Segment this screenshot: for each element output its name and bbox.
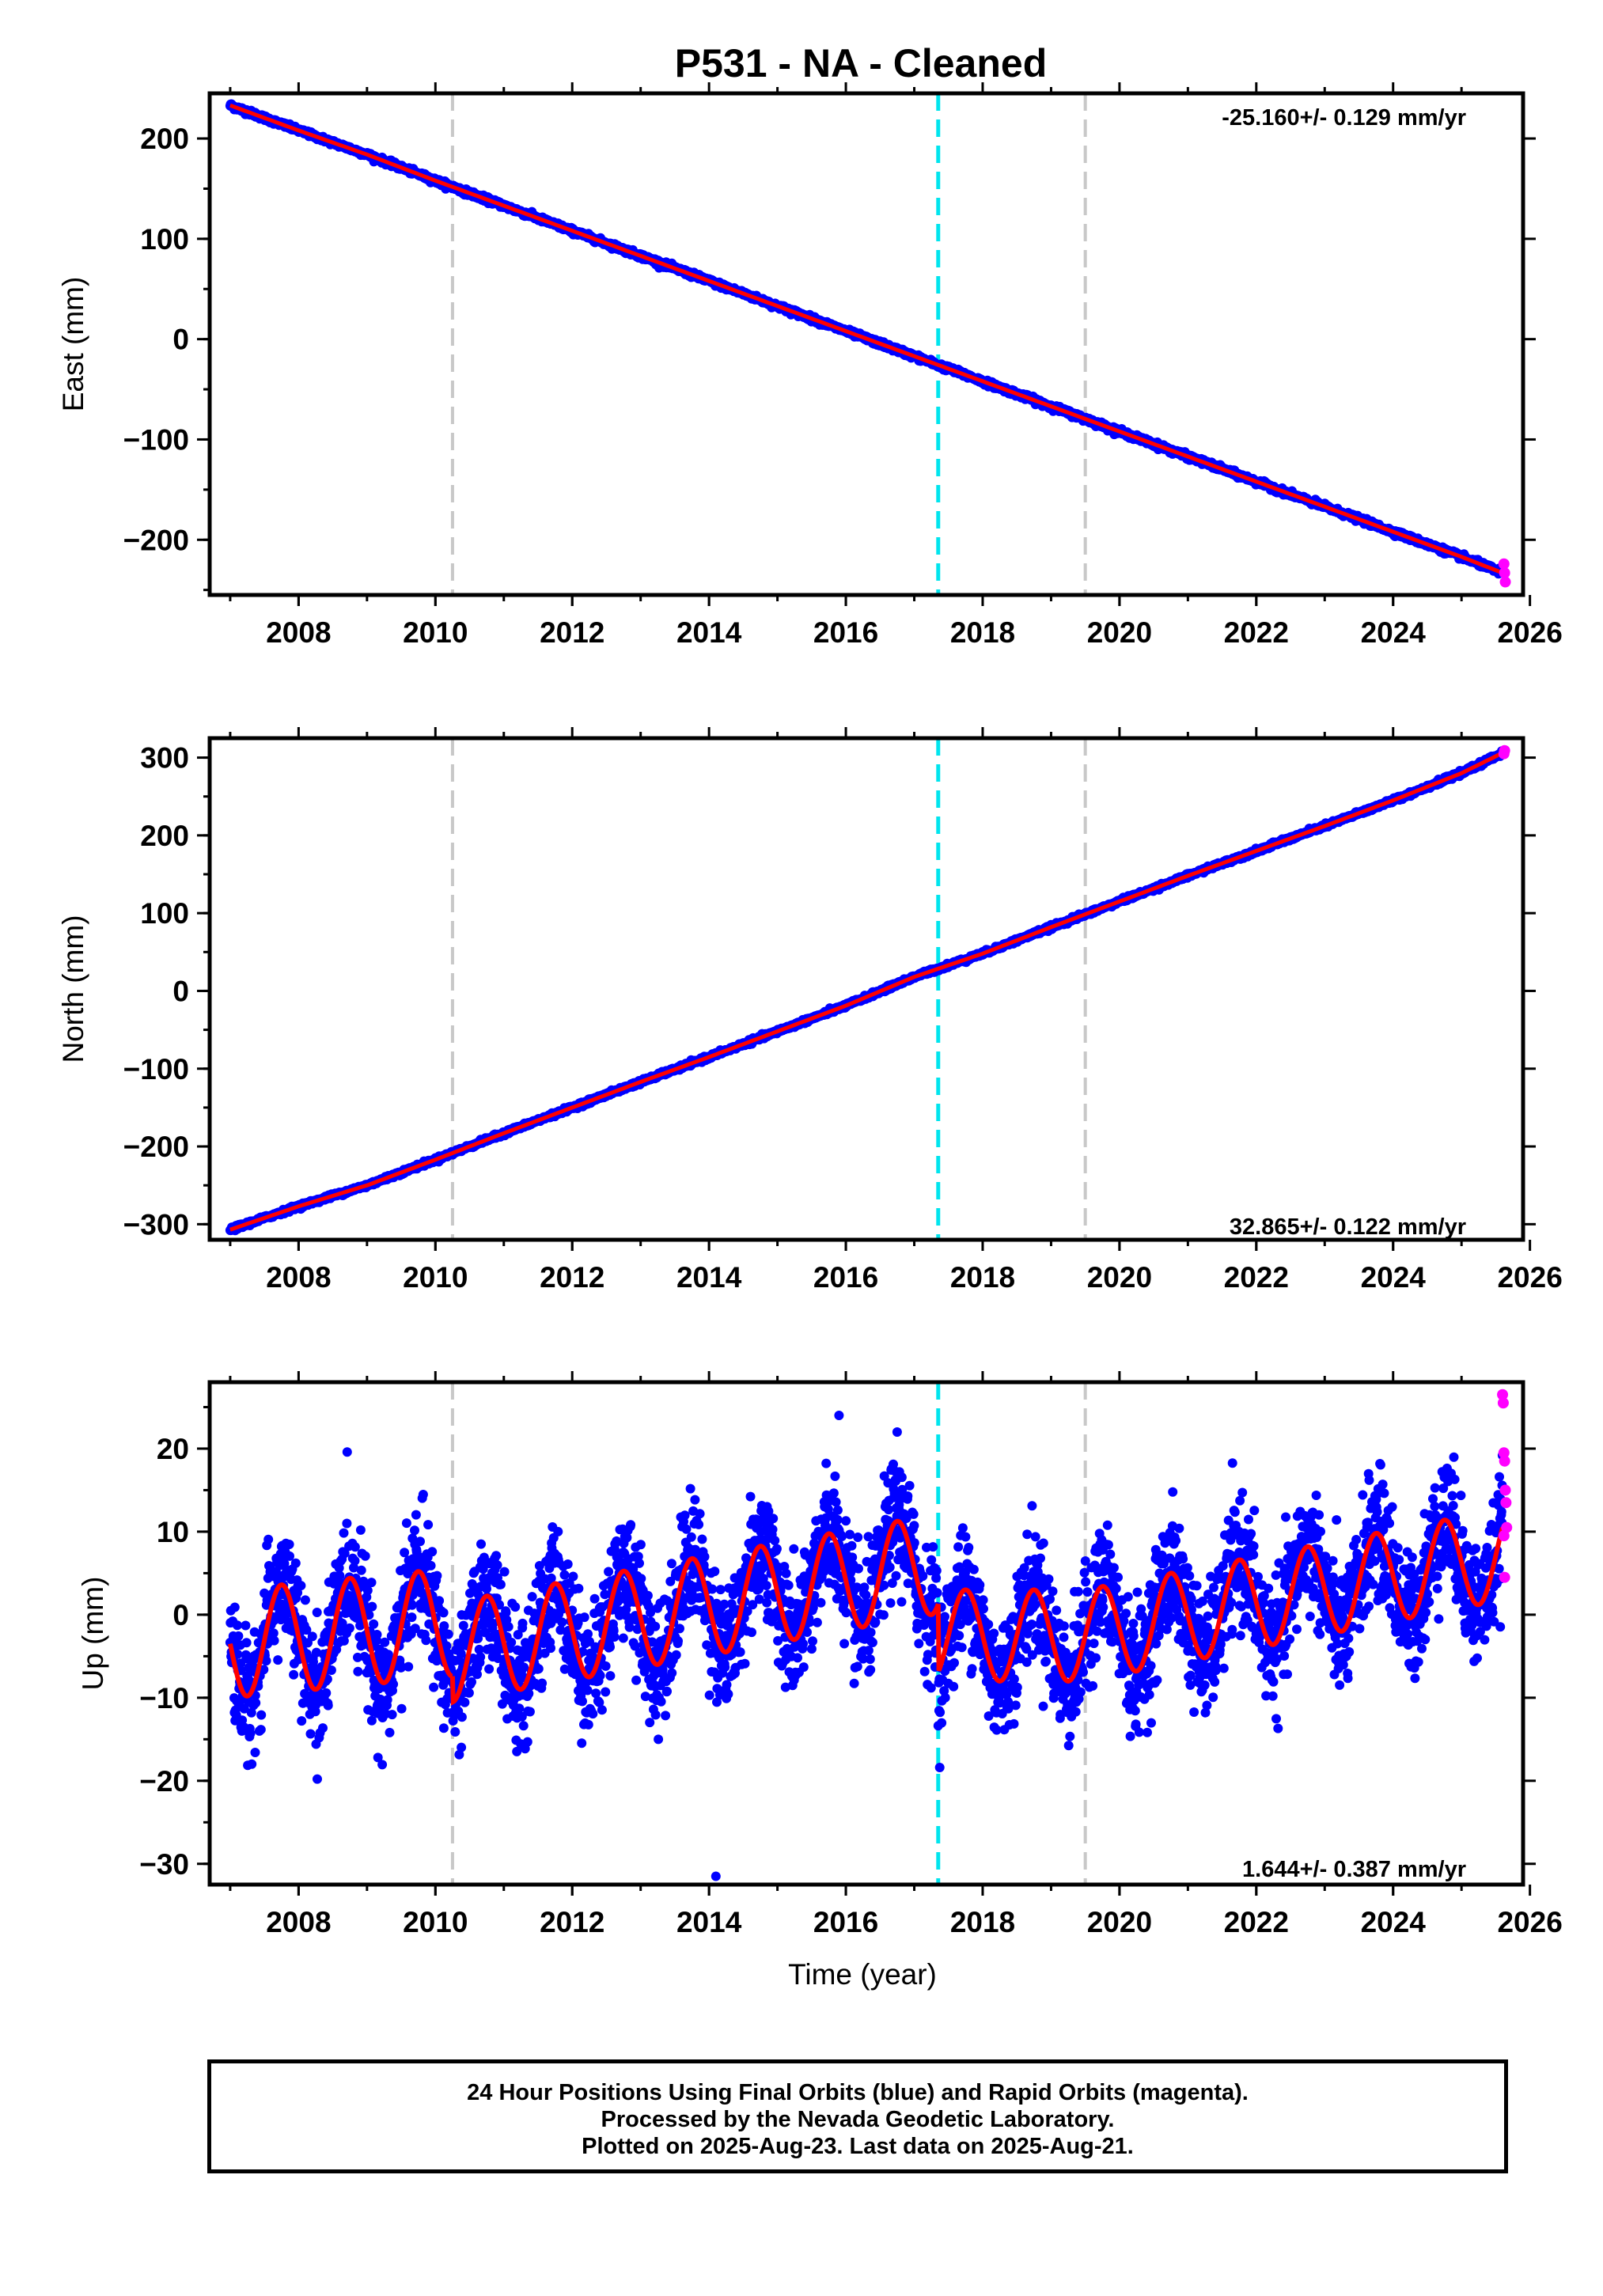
x-tick-label: 2014	[676, 616, 742, 649]
x-tick-label: 2012	[540, 616, 604, 649]
rate-label: -25.160+/- 0.129 mm/yr	[1222, 105, 1466, 131]
x-tick-label: 2022	[1224, 616, 1289, 649]
y-tick-label: −100	[123, 423, 189, 456]
chart-title: P531 - NA - Cleaned	[675, 41, 1048, 85]
x-tick-label: 2020	[1087, 616, 1152, 649]
east-panel: 2008 2010 2012 2014 2016 2018 2020 2022 2024 2026…	[57, 82, 1563, 649]
plot-frame	[207, 91, 1525, 597]
x-tick-label: 2026	[1497, 616, 1562, 649]
rapid-orbit-point	[1498, 558, 1510, 570]
plot-area	[225, 93, 1511, 595]
rapid-orbit-point	[1499, 576, 1511, 588]
model-line	[229, 103, 1504, 575]
plot-area	[225, 738, 1510, 1240]
x-tick-label: 2018	[950, 616, 1015, 649]
x-tick-label: 2024	[1361, 616, 1427, 649]
rapid-orbit-point	[1499, 567, 1510, 579]
y-tick-label: −200	[123, 524, 189, 556]
north-panel: 2008 2010 2012 2014 2016 2018 2020 2022 2024 2026…	[57, 727, 1563, 1294]
x-tick-label: 2008	[266, 616, 331, 649]
y-tick-label: 0	[172, 324, 189, 356]
y-axis-label: East (mm)	[57, 277, 89, 412]
y-tick-label: 200	[140, 123, 189, 155]
x-tick-label: 2010	[403, 616, 468, 649]
y-tick-label: 100	[140, 223, 189, 256]
x-tick-label: 2016	[813, 616, 878, 649]
final-orbit-points	[225, 746, 1507, 1236]
